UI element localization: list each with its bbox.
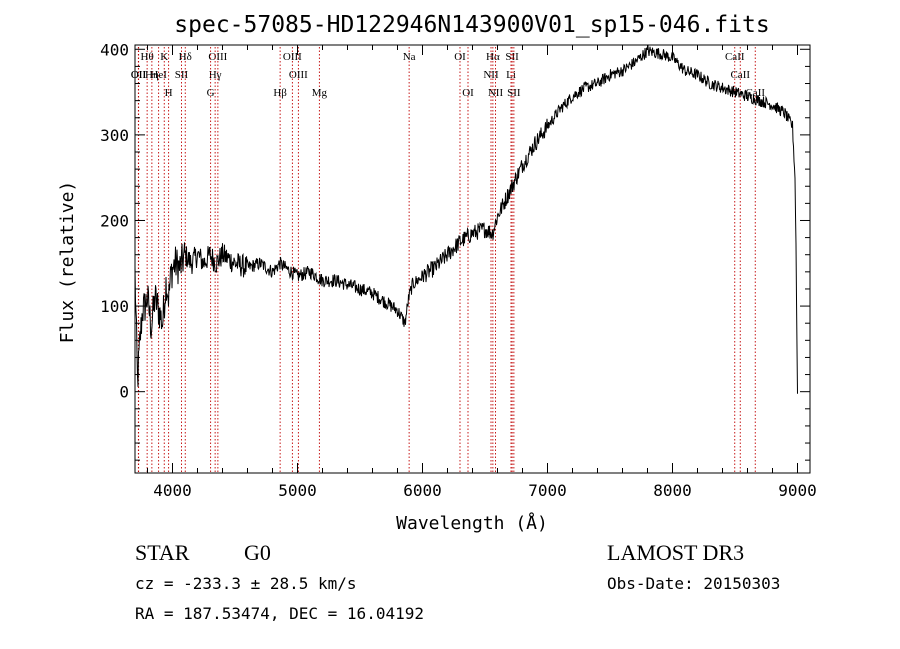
spectral-line-label: CaII [730, 69, 750, 81]
x-tick-label: 6000 [403, 481, 442, 500]
spectral-line-label: HeI [150, 69, 167, 81]
spectral-line-label: SII [175, 69, 189, 81]
object-class: STAR [135, 540, 190, 565]
spectral-line-label: Hθ [141, 51, 154, 63]
spectral-line-label: OIII [208, 51, 227, 63]
x-tick-label: 4000 [153, 481, 192, 500]
y-tick-label: 100 [100, 297, 129, 316]
object-subclass: G0 [244, 540, 271, 565]
y-tick-label: 200 [100, 211, 129, 230]
x-axis-label: Wavelength (Å) [396, 512, 548, 534]
spectrum-line [134, 44, 798, 394]
x-tick-label: 8000 [653, 481, 692, 500]
y-tick-label: 0 [119, 383, 129, 402]
spectral-line-label: SII [505, 51, 519, 63]
spectral-line-label: SII [507, 87, 521, 99]
y-tick-label: 400 [100, 40, 129, 59]
spectral-line-label: Hα [486, 51, 500, 63]
spectral-line-label: OIII [283, 51, 302, 63]
chart-title: spec-57085-HD122946N143900V01_sp15-046.f… [174, 12, 769, 38]
coordinates: RA = 187.53474, DEC = 16.04192 [135, 604, 424, 623]
spectral-line-label: H [165, 87, 173, 99]
spectral-line-label: Hδ [179, 51, 192, 63]
y-axis-label: Flux (relative) [57, 181, 78, 344]
spectral-line-label: Mg [312, 87, 328, 99]
spectral-line-label: OI [454, 51, 466, 63]
spectral-line-label: OI [462, 87, 474, 99]
spectral-line-label: Li [506, 69, 516, 81]
x-tick-label: 9000 [778, 481, 817, 500]
spectrum-series [134, 44, 798, 394]
spectral-line-label: G [207, 87, 215, 99]
spectral-line-label: Na [403, 51, 416, 63]
x-tick-label: 5000 [278, 481, 317, 500]
y-axis-ticks: 0 100 200 300 400 [100, 40, 810, 461]
spectral-line-label: Hγ [209, 69, 222, 81]
spectral-line-label: NII [488, 87, 504, 99]
x-tick-label: 7000 [528, 481, 567, 500]
redshift-velocity: cz = -233.3 ± 28.5 km/s [135, 574, 357, 593]
y-tick-label: 300 [100, 126, 129, 145]
spectral-line-label: K [160, 51, 168, 63]
survey-name: LAMOST DR3 [607, 540, 744, 565]
spectral-line-label: Hη [145, 69, 159, 81]
spectral-line-label: NII [483, 69, 499, 81]
observation-date: Obs-Date: 20150303 [607, 574, 780, 593]
spectral-line-label: OIII [289, 69, 308, 81]
plot-frame [134, 44, 811, 474]
x-axis-ticks: 4000 5000 6000 7000 8000 9000 [147, 45, 817, 500]
spectral-line-label: Hβ [273, 87, 287, 99]
spectral-line-label: CaII [725, 51, 745, 63]
